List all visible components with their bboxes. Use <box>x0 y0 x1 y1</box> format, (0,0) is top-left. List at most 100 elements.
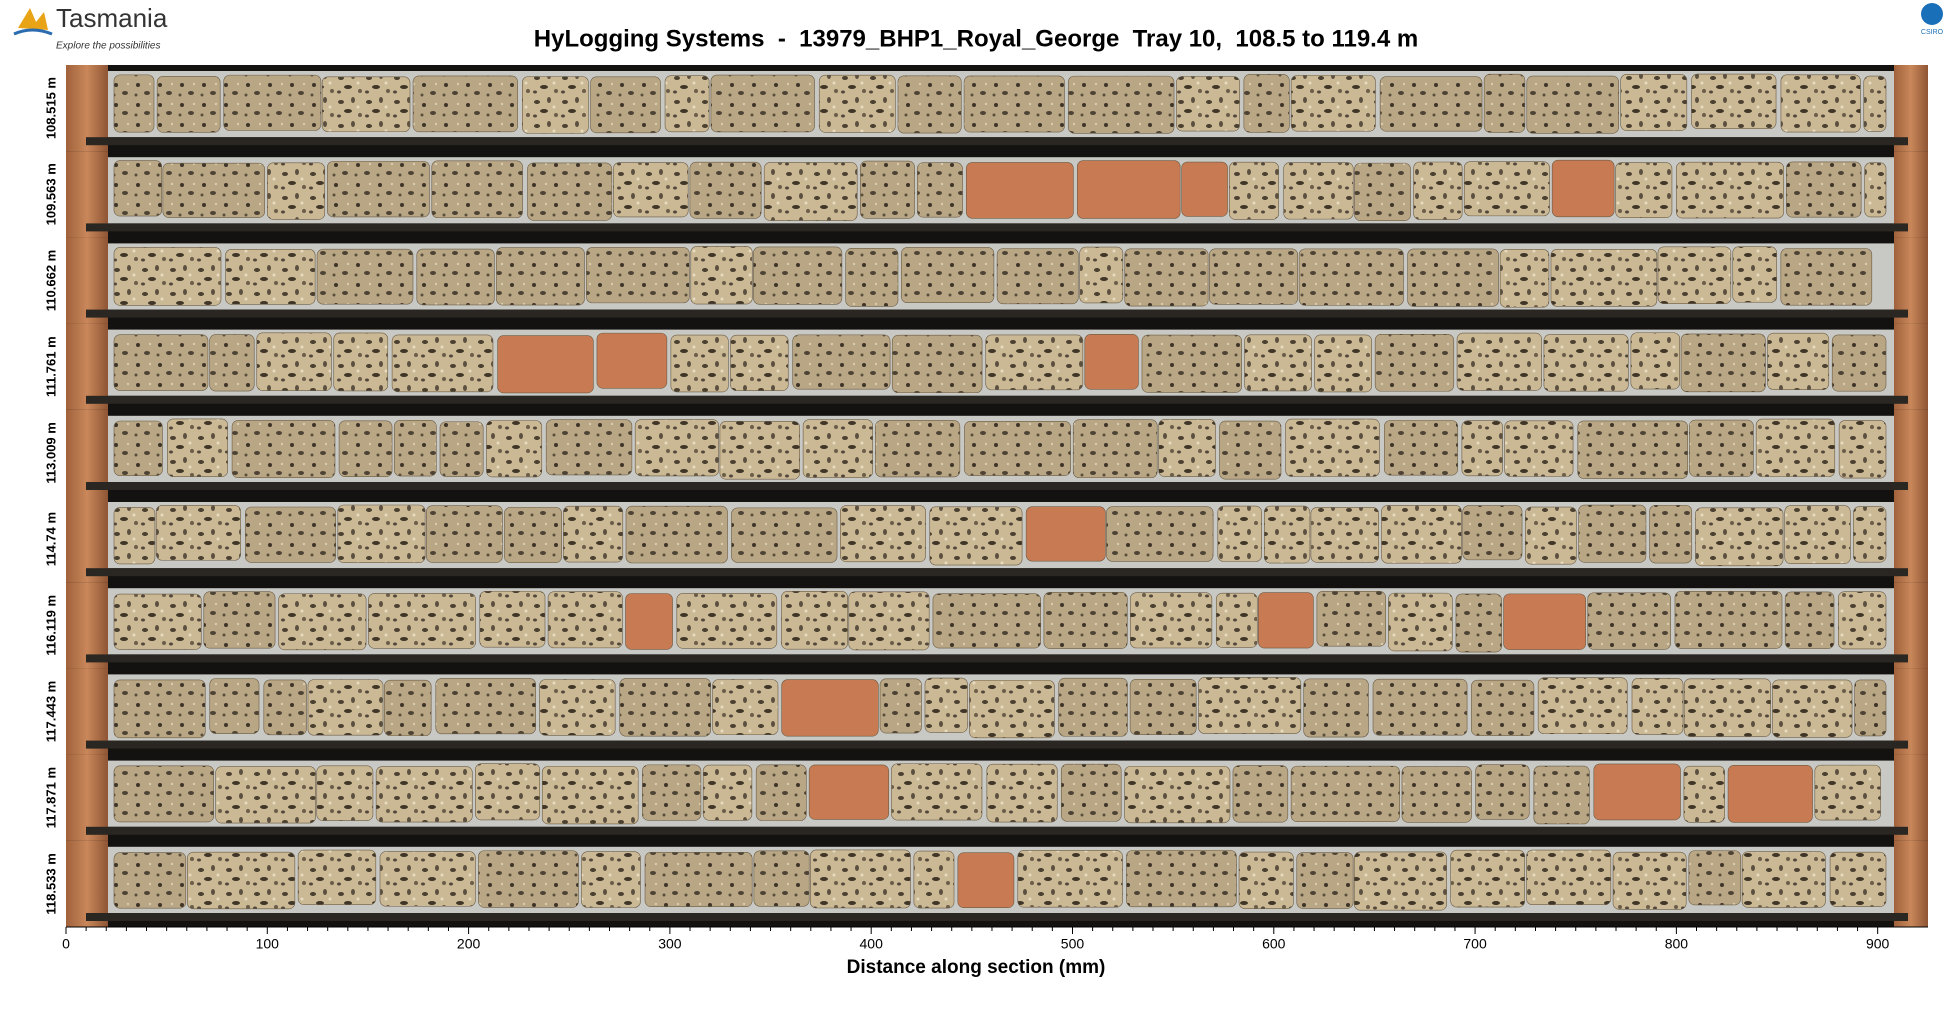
core-piece <box>1620 74 1688 131</box>
core-piece <box>642 764 702 821</box>
core-piece <box>245 506 337 563</box>
wood-end <box>1894 323 1928 410</box>
core-piece <box>496 247 585 306</box>
core-piece <box>1732 246 1777 303</box>
core-piece <box>384 679 432 737</box>
core-piece <box>781 590 848 650</box>
core-piece <box>969 679 1055 739</box>
depth-block <box>1551 159 1615 218</box>
x-tick-label: 500 <box>1061 936 1085 952</box>
core-piece <box>590 76 661 134</box>
core-piece <box>1067 75 1175 134</box>
core-piece <box>1381 505 1462 564</box>
core-piece <box>802 419 873 478</box>
core-piece <box>203 591 276 649</box>
core-piece <box>1232 765 1289 823</box>
wood-end <box>66 840 108 927</box>
x-tick-label: 800 <box>1665 936 1689 952</box>
core-piece <box>1577 420 1688 479</box>
depth-block <box>1025 506 1106 562</box>
core-piece <box>1767 332 1830 390</box>
core-piece <box>162 162 265 218</box>
core-piece <box>1290 75 1376 132</box>
x-tick-label: 600 <box>1262 936 1286 952</box>
x-tick-label: 900 <box>1866 936 1890 952</box>
core-piece <box>879 678 922 734</box>
core-piece <box>1463 161 1550 217</box>
core-piece <box>316 765 374 821</box>
core-piece <box>231 420 336 478</box>
core-piece <box>1353 851 1447 911</box>
row-depth-label: 108.515 m <box>43 77 58 139</box>
depth-block <box>1076 160 1181 219</box>
core-piece <box>985 334 1084 391</box>
core-piece <box>263 679 307 736</box>
core-piece <box>113 247 222 306</box>
wood-end <box>1894 151 1928 238</box>
core-piece <box>1379 76 1483 132</box>
core-piece <box>426 505 503 563</box>
core-piece <box>527 162 613 221</box>
core-piece <box>916 162 963 218</box>
core-piece <box>1631 678 1684 735</box>
core-piece <box>792 334 891 390</box>
core-piece <box>1461 420 1503 477</box>
core-piece <box>1217 505 1262 562</box>
core-piece <box>113 679 206 739</box>
core-piece <box>1129 678 1197 735</box>
chart-title: HyLogging Systems - 13979_BHP1_Royal_Geo… <box>534 25 1418 52</box>
core-piece <box>1499 248 1550 308</box>
core-piece <box>1450 849 1525 908</box>
core-piece <box>1283 162 1354 220</box>
core-piece <box>1612 851 1687 910</box>
core-piece <box>1657 246 1732 305</box>
wood-end <box>66 409 108 496</box>
core-piece <box>1229 161 1279 220</box>
core-piece <box>1524 506 1577 565</box>
x-tick-label: 0 <box>62 936 70 952</box>
core-piece <box>563 505 624 563</box>
core-piece <box>1243 74 1290 133</box>
tray-divider <box>86 913 1908 921</box>
core-piece <box>1786 161 1862 218</box>
core-piece <box>1354 162 1411 222</box>
core-piece <box>1676 161 1785 219</box>
row-depth-label: 113.009 m <box>43 422 58 483</box>
core-piece <box>1683 678 1772 737</box>
wood-end <box>1894 840 1928 927</box>
core-piece <box>1372 678 1468 736</box>
csiro-text: CSIRO <box>1921 29 1944 36</box>
core-piece <box>1475 764 1530 820</box>
core-piece <box>690 246 753 305</box>
core-piece <box>539 679 616 736</box>
core-piece <box>1244 334 1312 392</box>
core-piece <box>634 419 720 477</box>
core-piece <box>1290 765 1400 822</box>
core-piece <box>1079 246 1124 304</box>
wood-end <box>1894 65 1928 152</box>
core-piece <box>486 420 543 478</box>
core-piece <box>644 851 753 907</box>
core-piece <box>1587 592 1671 650</box>
core-piece <box>1238 851 1294 909</box>
core-piece <box>1158 419 1216 477</box>
core-piece <box>1695 507 1784 567</box>
core-piece <box>156 75 221 133</box>
core-piece <box>256 332 332 391</box>
x-tick-label: 200 <box>457 936 481 952</box>
row-depth-label: 116.119 m <box>43 595 58 656</box>
core-piece <box>891 334 983 394</box>
core-piece <box>996 248 1079 305</box>
core-piece <box>1407 248 1499 307</box>
core-piece <box>712 679 779 736</box>
core-piece <box>1688 419 1754 477</box>
core-piece <box>1483 73 1526 133</box>
core-piece <box>1615 162 1673 218</box>
core-piece <box>932 593 1041 649</box>
core-piece <box>1630 332 1680 390</box>
x-tick-label: 100 <box>256 936 280 952</box>
core-piece <box>1838 420 1887 479</box>
core-piece <box>1780 74 1861 133</box>
core-piece <box>113 593 202 650</box>
core-piece <box>1829 851 1887 907</box>
